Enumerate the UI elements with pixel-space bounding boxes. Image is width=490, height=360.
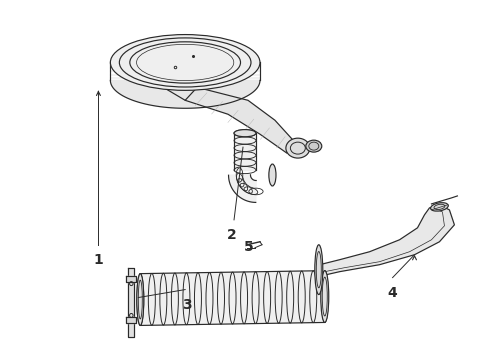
Polygon shape (126, 318, 136, 323)
Ellipse shape (137, 274, 144, 325)
Ellipse shape (306, 140, 322, 152)
Ellipse shape (315, 245, 323, 294)
Text: 3: 3 (182, 298, 192, 311)
Polygon shape (126, 276, 136, 282)
Polygon shape (234, 133, 256, 170)
Polygon shape (318, 205, 454, 276)
Polygon shape (140, 271, 325, 325)
Polygon shape (185, 87, 295, 153)
Polygon shape (128, 268, 134, 337)
Ellipse shape (431, 203, 448, 211)
Ellipse shape (269, 164, 276, 186)
Text: 2: 2 (227, 228, 237, 242)
Polygon shape (110, 80, 260, 108)
Text: 1: 1 (94, 253, 103, 267)
Ellipse shape (110, 35, 260, 90)
Text: 5: 5 (244, 240, 254, 254)
Ellipse shape (234, 130, 256, 137)
Ellipse shape (321, 271, 329, 323)
Text: 4: 4 (388, 285, 397, 300)
Polygon shape (228, 175, 256, 202)
Ellipse shape (286, 138, 310, 158)
